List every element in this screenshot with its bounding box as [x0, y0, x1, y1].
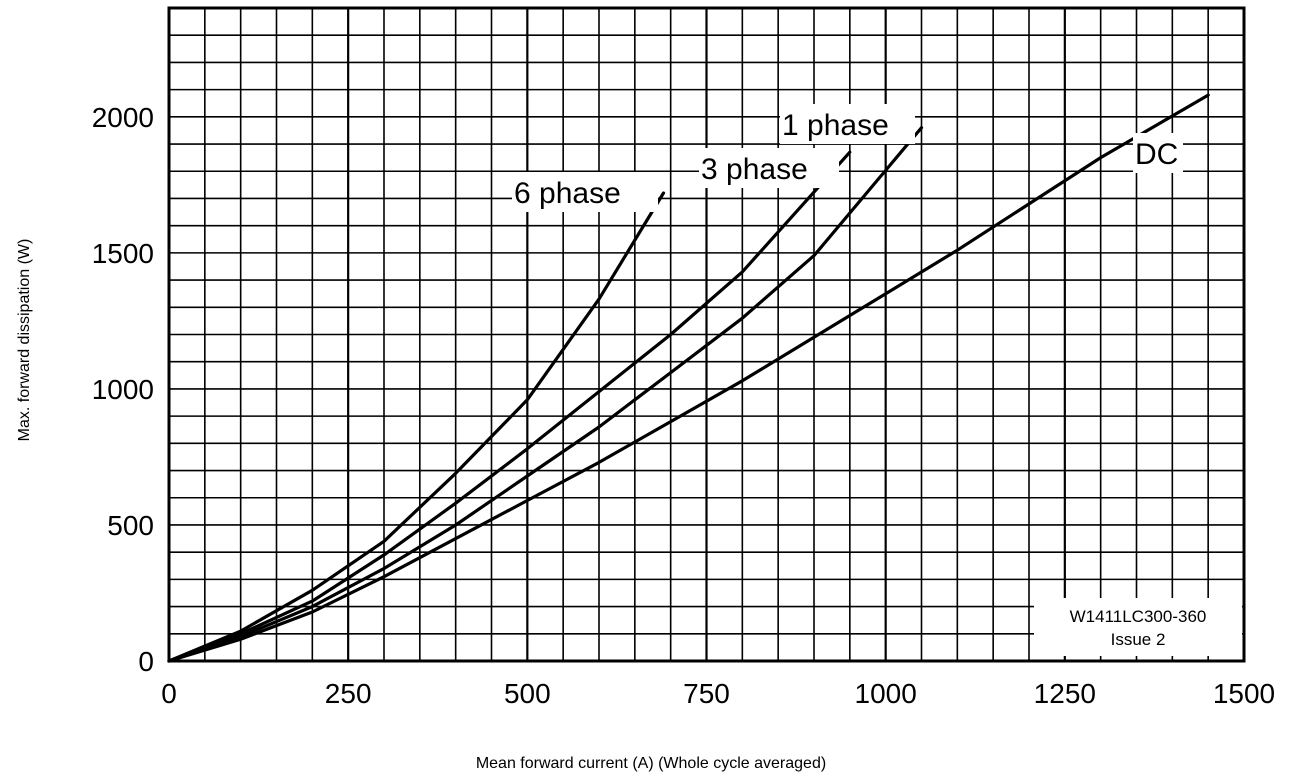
series-label-dc: DC	[1135, 138, 1178, 171]
y-tick-label: 2000	[92, 102, 154, 133]
series-label-3-phase: 3 phase	[701, 153, 808, 186]
y-axis-label: Max. forward dissipation (W)	[16, 239, 33, 442]
x-axis-label: Mean forward current (A) (Whole cycle av…	[476, 755, 826, 772]
x-tick-label: 0	[161, 678, 177, 709]
x-tick-label: 1500	[1213, 678, 1275, 709]
x-tick-label: 500	[504, 678, 551, 709]
annotation-issue: Issue 2	[1111, 630, 1166, 649]
plot-frame	[167, 6, 1246, 663]
series-label-1-phase: 1 phase	[782, 109, 889, 142]
x-tick-label: 250	[325, 678, 372, 709]
series-line-dc	[167, 93, 1210, 663]
x-tick-label: 750	[683, 678, 730, 709]
label-bg-dc	[1133, 133, 1183, 173]
series-line-1-phase	[167, 126, 924, 663]
label-bg-1-phase	[780, 104, 915, 144]
label-bg-6-phase	[512, 172, 658, 212]
annotation-code: W1411LC300-360	[1070, 607, 1207, 626]
x-tick-label: 1000	[855, 678, 917, 709]
y-tick-label: 0	[138, 646, 154, 677]
y-tick-label: 500	[107, 510, 154, 541]
series-line-3-phase	[167, 150, 852, 663]
annotation-box	[1034, 598, 1242, 656]
series-label-6-phase: 6 phase	[514, 177, 621, 210]
x-tick-label: 1250	[1034, 678, 1096, 709]
y-tick-label: 1500	[92, 238, 154, 269]
series-curves	[167, 93, 1210, 663]
axis-ticks: 0 250 500 750 1000 1250 1500 0 500 1000 1500 2000	[92, 102, 1275, 709]
y-tick-label: 1000	[92, 374, 154, 405]
label-bg-3-phase	[699, 148, 839, 188]
series-line-6-phase	[167, 191, 666, 663]
plot-grid	[169, 8, 1244, 661]
